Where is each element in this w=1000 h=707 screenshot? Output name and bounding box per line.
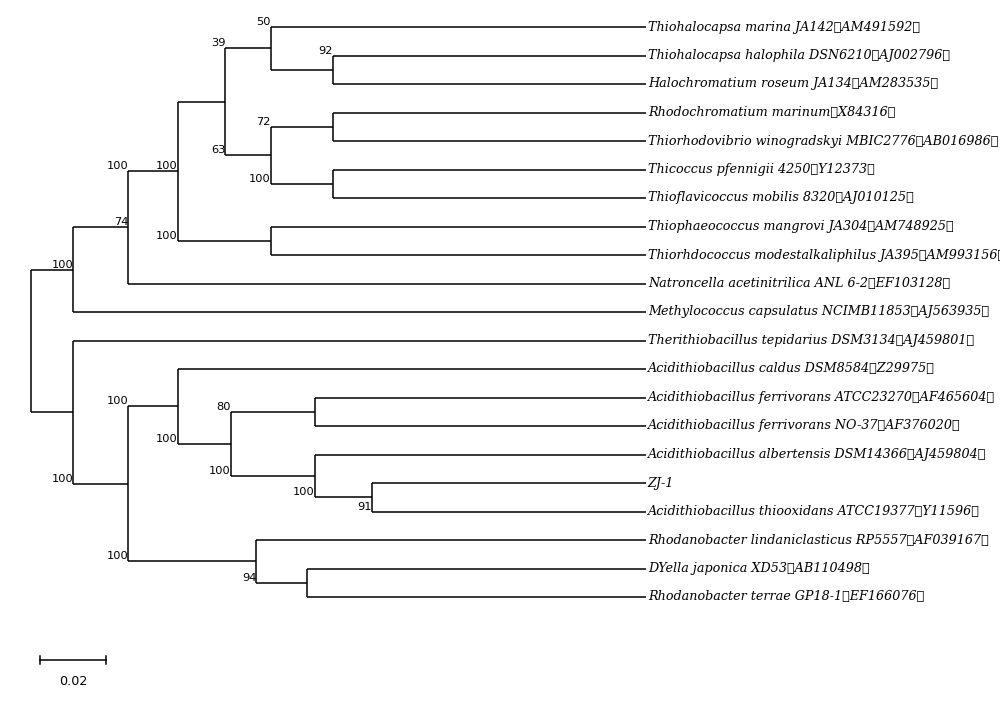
Text: 100: 100 — [106, 161, 128, 171]
Text: Acidithiobacillus ferrivorans NO-37（AF376020）: Acidithiobacillus ferrivorans NO-37（AF37… — [648, 419, 960, 433]
Text: Thiorhdococcus modestalkaliphilus JA395（AM993156）: Thiorhdococcus modestalkaliphilus JA395（… — [648, 248, 1000, 262]
Text: 100: 100 — [249, 174, 271, 184]
Text: Thiorhodovibrio winogradskyi MBIC2776（AB016986）: Thiorhodovibrio winogradskyi MBIC2776（AB… — [648, 134, 998, 148]
Text: 100: 100 — [106, 551, 128, 561]
Text: 100: 100 — [156, 434, 178, 444]
Text: 100: 100 — [293, 487, 315, 497]
Text: DYella japonica XD53（AB110498）: DYella japonica XD53（AB110498） — [648, 562, 869, 575]
Text: 74: 74 — [114, 217, 128, 228]
Text: ZJ-1: ZJ-1 — [648, 477, 674, 489]
Text: 80: 80 — [216, 402, 231, 411]
Text: 94: 94 — [242, 573, 256, 583]
Text: 50: 50 — [256, 17, 271, 27]
Text: Acidithiobacillus thiooxidans ATCC19377（Y11596）: Acidithiobacillus thiooxidans ATCC19377（… — [648, 505, 980, 518]
Text: Acidithiobacillus albertensis DSM14366（AJ459804）: Acidithiobacillus albertensis DSM14366（A… — [648, 448, 986, 461]
Text: Therithiobacillus tepidarius DSM3134（AJ459801）: Therithiobacillus tepidarius DSM3134（AJ4… — [648, 334, 974, 347]
Text: Rhodochromatium marinum（X84316）: Rhodochromatium marinum（X84316） — [648, 106, 895, 119]
Text: Halochromatium roseum JA134（AM283535）: Halochromatium roseum JA134（AM283535） — [648, 78, 938, 90]
Text: 100: 100 — [156, 161, 178, 171]
Text: 100: 100 — [209, 466, 231, 476]
Text: 100: 100 — [106, 397, 128, 407]
Text: Thiohalocapsa halophila DSN6210（AJ002796）: Thiohalocapsa halophila DSN6210（AJ002796… — [648, 49, 950, 62]
Text: Thiophaeococcus mangrovi JA304（AM748925）: Thiophaeococcus mangrovi JA304（AM748925） — [648, 220, 953, 233]
Text: 72: 72 — [256, 117, 271, 127]
Text: Rhodanobacter lindaniclasticus RP5557（AF039167）: Rhodanobacter lindaniclasticus RP5557（AF… — [648, 534, 989, 547]
Text: 63: 63 — [211, 145, 225, 156]
Text: 100: 100 — [51, 474, 73, 484]
Text: Thiohalocapsa marina JA142（AM491592）: Thiohalocapsa marina JA142（AM491592） — [648, 21, 920, 33]
Text: 100: 100 — [156, 230, 178, 241]
Text: 39: 39 — [211, 38, 225, 48]
Text: Natroncella acetinitrilica ANL 6-2（EF103128）: Natroncella acetinitrilica ANL 6-2（EF103… — [648, 277, 950, 290]
Text: Thioflavicoccus mobilis 8320（AJ010125）: Thioflavicoccus mobilis 8320（AJ010125） — [648, 192, 914, 204]
Text: 92: 92 — [319, 45, 333, 56]
Text: 91: 91 — [357, 501, 372, 511]
Text: Thicoccus pfennigii 4250（Y12373）: Thicoccus pfennigii 4250（Y12373） — [648, 163, 875, 176]
Text: 100: 100 — [51, 259, 73, 269]
Text: 0.02: 0.02 — [59, 675, 87, 688]
Text: Acidithiobacillus ferrivorans ATCC23270（AF465604）: Acidithiobacillus ferrivorans ATCC23270（… — [648, 391, 995, 404]
Text: Methylococcus capsulatus NCIMB11853（AJ563935）: Methylococcus capsulatus NCIMB11853（AJ56… — [648, 305, 989, 318]
Text: Rhodanobacter terrae GP18-1（EF166076）: Rhodanobacter terrae GP18-1（EF166076） — [648, 590, 924, 604]
Text: Acidithiobacillus caldus DSM8584（Z29975）: Acidithiobacillus caldus DSM8584（Z29975） — [648, 363, 935, 375]
